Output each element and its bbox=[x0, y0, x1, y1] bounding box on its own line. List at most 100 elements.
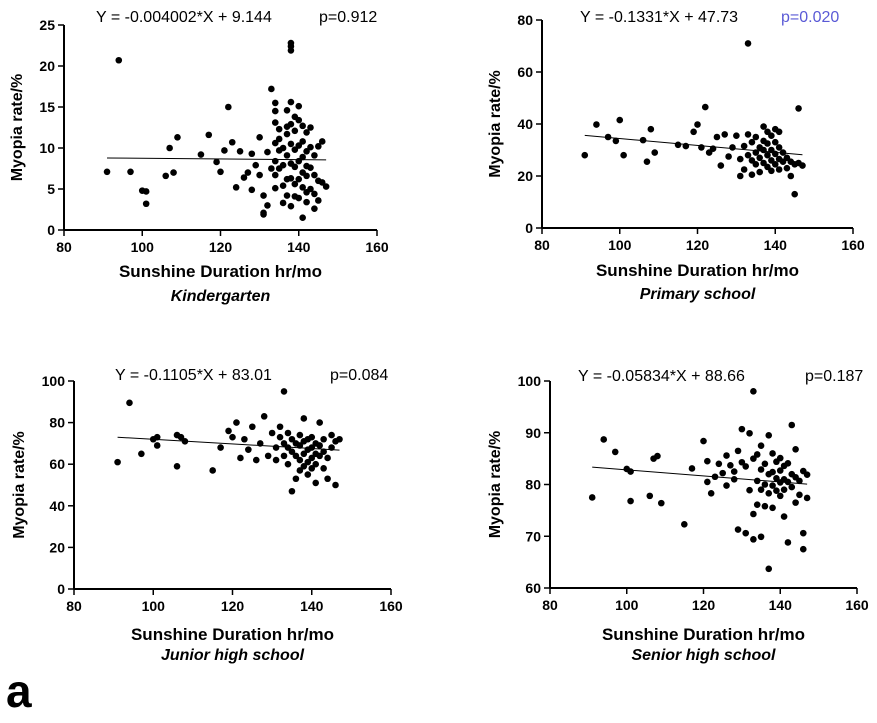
y-tick-label: 20 bbox=[49, 539, 65, 555]
data-point bbox=[252, 162, 259, 169]
data-point bbox=[295, 117, 302, 124]
data-point bbox=[324, 475, 331, 482]
data-point bbox=[765, 490, 772, 497]
data-point bbox=[754, 501, 761, 508]
data-point bbox=[675, 142, 682, 149]
data-point bbox=[143, 200, 150, 207]
data-point bbox=[272, 172, 279, 179]
x-axis-label: Sunshine Duration hr/mo bbox=[596, 261, 799, 280]
data-point bbox=[311, 172, 318, 179]
data-point bbox=[799, 162, 806, 169]
regression-equation: Y = -0.05834*X + 88.66 bbox=[578, 368, 745, 385]
data-point bbox=[268, 165, 275, 172]
data-point bbox=[225, 428, 232, 435]
data-point bbox=[316, 419, 323, 426]
data-point bbox=[312, 480, 319, 487]
data-point bbox=[319, 138, 326, 145]
x-tick-label: 160 bbox=[379, 598, 403, 614]
x-tick-label: 80 bbox=[534, 237, 550, 253]
data-point bbox=[249, 423, 256, 430]
data-point bbox=[273, 457, 280, 464]
data-point bbox=[272, 158, 279, 165]
data-point bbox=[154, 442, 161, 449]
data-point bbox=[800, 546, 807, 553]
data-point bbox=[299, 154, 306, 161]
data-point bbox=[769, 504, 776, 511]
data-point bbox=[284, 192, 291, 199]
data-point bbox=[788, 173, 795, 180]
data-point bbox=[616, 117, 623, 124]
data-point bbox=[229, 139, 236, 146]
data-point bbox=[233, 419, 240, 426]
data-point bbox=[769, 469, 776, 476]
y-tick-label: 80 bbox=[517, 12, 533, 28]
data-point bbox=[753, 161, 760, 168]
data-point bbox=[237, 455, 244, 462]
y-tick-label: 80 bbox=[49, 415, 65, 431]
data-point bbox=[795, 105, 802, 112]
y-axis-label: Myopia rate/% bbox=[9, 74, 26, 182]
data-point bbox=[316, 442, 323, 449]
x-tick-label: 160 bbox=[365, 239, 389, 255]
data-point bbox=[704, 458, 711, 465]
data-point bbox=[710, 145, 717, 152]
x-tick-label: 100 bbox=[131, 239, 155, 255]
x-tick-label: 120 bbox=[692, 597, 716, 613]
y-tick-label: 60 bbox=[49, 456, 65, 472]
data-point bbox=[272, 185, 279, 192]
data-point bbox=[683, 143, 690, 150]
data-point bbox=[725, 153, 732, 160]
data-point bbox=[272, 119, 279, 126]
data-point bbox=[758, 533, 765, 540]
data-point bbox=[256, 172, 263, 179]
y-tick-label: 15 bbox=[39, 99, 55, 115]
x-tick-label: 140 bbox=[300, 598, 324, 614]
data-point bbox=[714, 134, 721, 141]
data-point bbox=[264, 149, 271, 156]
y-tick-label: 60 bbox=[525, 580, 541, 596]
data-point bbox=[297, 457, 304, 464]
data-point bbox=[272, 108, 279, 115]
data-point bbox=[689, 465, 696, 472]
data-point bbox=[735, 448, 742, 455]
data-point bbox=[311, 152, 318, 159]
data-point bbox=[785, 460, 792, 467]
data-point bbox=[280, 182, 287, 189]
data-point bbox=[213, 159, 220, 166]
data-point bbox=[796, 478, 803, 485]
data-point bbox=[288, 99, 295, 106]
data-point bbox=[217, 444, 224, 451]
data-point bbox=[681, 521, 688, 528]
data-point bbox=[324, 455, 331, 462]
data-point bbox=[753, 134, 760, 141]
data-point bbox=[765, 432, 772, 439]
data-point bbox=[712, 473, 719, 480]
x-axis-label: Sunshine Duration hr/mo bbox=[602, 625, 805, 644]
x-tick-label: 80 bbox=[542, 597, 558, 613]
data-point bbox=[229, 434, 236, 441]
data-point bbox=[320, 436, 327, 443]
x-tick-label: 100 bbox=[615, 597, 639, 613]
data-point bbox=[292, 164, 299, 171]
data-point bbox=[288, 175, 295, 182]
data-point bbox=[658, 500, 665, 507]
data-point bbox=[739, 426, 746, 433]
data-point bbox=[104, 168, 111, 175]
data-point bbox=[284, 107, 291, 114]
data-point bbox=[788, 484, 795, 491]
y-tick-label: 0 bbox=[47, 222, 55, 238]
data-point bbox=[174, 134, 181, 141]
chart-subtitle: Senior high school bbox=[631, 647, 776, 664]
data-point bbox=[299, 138, 306, 145]
data-point bbox=[280, 200, 287, 207]
data-point bbox=[328, 432, 335, 439]
data-point bbox=[245, 169, 252, 176]
data-point bbox=[256, 134, 263, 141]
data-point bbox=[737, 156, 744, 163]
data-point bbox=[138, 451, 145, 458]
data-point bbox=[745, 131, 752, 138]
regression-equation: Y = -0.1331*X + 47.73 bbox=[580, 9, 738, 26]
data-point bbox=[162, 173, 169, 180]
chart-panel-4: 80 100 120 140 160 60 70 80 90 100 Y = -0.05834*X … bbox=[487, 368, 869, 664]
data-point bbox=[627, 498, 634, 505]
